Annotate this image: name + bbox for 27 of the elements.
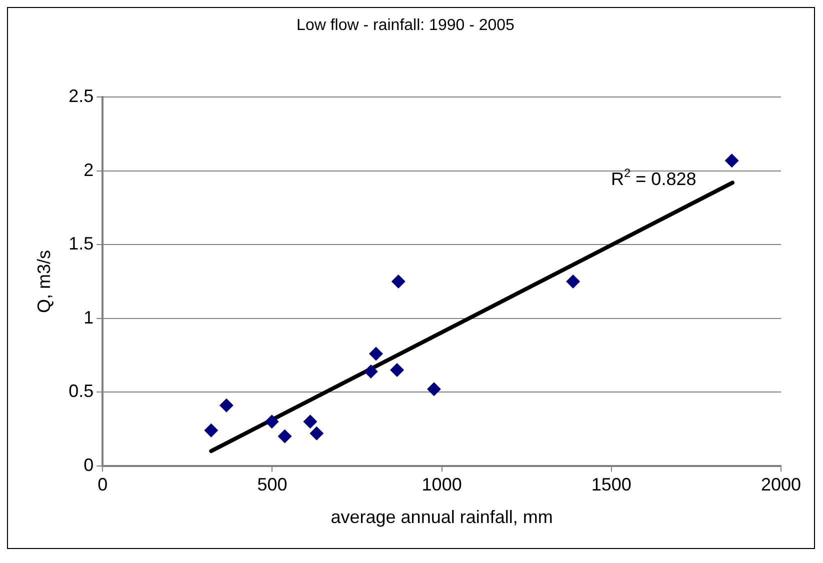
- chart-title: Low flow - rainfall: 1990 - 2005: [296, 17, 515, 34]
- x-tick-label: 2000: [760, 474, 802, 495]
- point: [427, 382, 442, 396]
- point: [204, 423, 218, 438]
- x-tick-label: 1000: [422, 474, 462, 495]
- y-tick-label: 2: [84, 160, 94, 180]
- y-tick-label: 0: [84, 454, 94, 475]
- point: [278, 429, 292, 444]
- y-tick-label: 2.5: [68, 86, 94, 106]
- point: [369, 346, 384, 361]
- y-tick-label: 1: [84, 307, 94, 328]
- y-tick-label: 1.5: [68, 234, 94, 254]
- point: [364, 364, 378, 378]
- point: [391, 274, 406, 288]
- y-axis-title: Q, m3/s: [34, 250, 54, 314]
- x-tick-label: 500: [257, 474, 288, 495]
- point: [264, 414, 279, 429]
- point: [310, 426, 324, 440]
- point: [219, 398, 234, 412]
- point: [724, 154, 739, 168]
- x-tick-label: 1500: [591, 474, 632, 495]
- point: [390, 362, 404, 377]
- x-axis-title: average annual rainfall, mm: [330, 507, 553, 528]
- point: [303, 414, 318, 429]
- point: [566, 274, 580, 288]
- x-tick-label: 0: [98, 474, 108, 495]
- y-tick-label: 0.5: [68, 381, 94, 402]
